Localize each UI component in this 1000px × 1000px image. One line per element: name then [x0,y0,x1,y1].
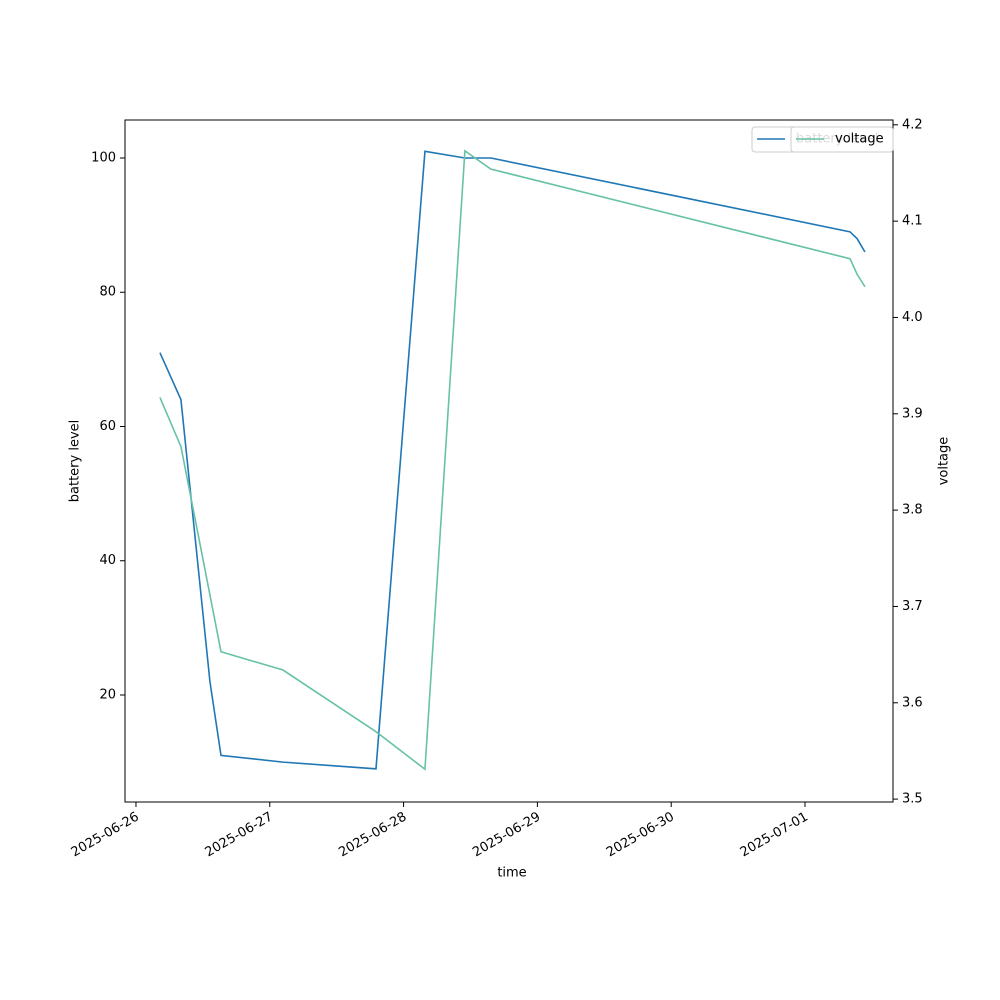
y-tick-label: 20 [99,688,116,703]
y2-tick-label: 3.8 [902,503,923,518]
series-line [159,150,866,770]
y-tick-label: 60 [99,419,116,434]
legend-label: voltage [835,132,884,147]
y-tick-label: 100 [91,150,116,165]
y2-tick-label: 4.2 [902,117,923,132]
y2-tick-label: 3.6 [902,695,923,710]
series-line [159,149,866,771]
y2-tick-label: 3.7 [902,599,923,614]
y2-tick-label: 3.9 [902,406,923,421]
y2-tick-label: 3.5 [902,792,923,807]
y-tick-label: 40 [99,553,116,568]
y2-tick-label: 4.0 [902,310,923,325]
y-axis-label: battery level [68,420,83,503]
y-tick-label: 80 [99,285,116,300]
axes-frame [124,119,894,803]
y2-axis-label: voltage [937,437,952,486]
legend-box [790,126,894,153]
y2-tick-label: 4.1 [902,214,923,229]
x-axis-label: time [497,866,526,881]
